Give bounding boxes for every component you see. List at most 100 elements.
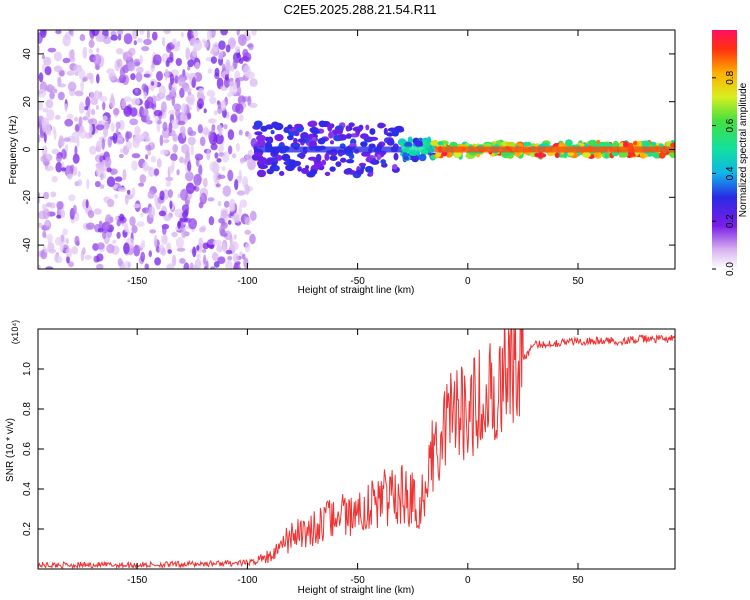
noise-speck xyxy=(57,83,67,88)
noise-speck xyxy=(102,36,112,44)
noise-speck xyxy=(99,96,108,102)
noise-speck xyxy=(225,260,233,269)
y-tick-label: 40 xyxy=(22,48,33,60)
noise-speck xyxy=(48,248,57,254)
noise-speck xyxy=(103,172,107,179)
noise-speck xyxy=(239,199,248,208)
noise-speck xyxy=(216,245,223,253)
noise-speck xyxy=(209,96,217,104)
noise-speck xyxy=(233,234,237,240)
noise-speck xyxy=(96,263,104,269)
noise-speck xyxy=(247,95,252,107)
noise-speck xyxy=(236,175,242,184)
band-cell xyxy=(324,152,330,161)
noise-speck xyxy=(42,107,49,113)
noise-speck xyxy=(88,39,95,48)
noise-speck xyxy=(153,109,163,117)
noise-speck xyxy=(117,187,127,193)
noise-speck xyxy=(165,180,172,187)
band-cell xyxy=(365,124,370,131)
noise-speck xyxy=(202,242,209,250)
band-cell xyxy=(355,169,364,175)
colorbar-gradient xyxy=(712,30,737,269)
noise-speck xyxy=(186,93,195,105)
snr-ylabel: SNR (10 * v/v) xyxy=(5,418,16,482)
noise-speck xyxy=(229,198,236,210)
x-tick-label: -50 xyxy=(350,575,365,586)
noise-speck xyxy=(167,249,172,255)
band-cell xyxy=(293,137,298,145)
noise-speck xyxy=(100,173,104,181)
noise-speck xyxy=(47,233,53,245)
noise-speck xyxy=(239,158,245,164)
band-cell xyxy=(369,128,376,135)
noise-speck xyxy=(77,179,83,187)
noise-speck xyxy=(162,121,168,132)
band-cell xyxy=(337,134,348,141)
noise-speck xyxy=(146,263,150,269)
noise-speck xyxy=(210,266,216,269)
noise-speck xyxy=(207,68,213,74)
noise-speck xyxy=(217,101,222,110)
noise-speck xyxy=(248,132,252,140)
noise-speck xyxy=(205,260,209,269)
noise-speck xyxy=(210,143,218,151)
band-cell xyxy=(393,152,399,161)
x-tick-label: 0 xyxy=(465,575,471,586)
noise-speck xyxy=(219,224,226,237)
noise-speck xyxy=(66,70,75,76)
noise-speck xyxy=(116,219,121,227)
colorbar: 0.0 0.2 0.4 0.6 0.8 Normalized spectral ampl… xyxy=(712,30,749,276)
noise-speck xyxy=(164,68,169,78)
noise-speck xyxy=(170,153,178,162)
noise-speck xyxy=(191,76,197,89)
noise-speck xyxy=(96,257,101,263)
noise-speck xyxy=(91,108,96,116)
noise-speck xyxy=(134,126,141,135)
noise-speck xyxy=(125,131,133,140)
noise-speck xyxy=(114,194,119,199)
spectrogram-panel: -150 -100 -50 0 50 -40 -20 0 20 40 Height of stra… xyxy=(8,29,676,296)
noise-speck xyxy=(234,179,239,191)
band-cell xyxy=(523,141,528,147)
noise-speck xyxy=(95,105,99,110)
noise-speck xyxy=(198,237,204,250)
noise-speck xyxy=(143,91,147,100)
noise-speck xyxy=(42,208,50,220)
x-tick-label: -100 xyxy=(237,276,257,287)
noise-speck xyxy=(232,263,241,269)
noise-speck xyxy=(167,189,173,198)
noise-speck xyxy=(179,258,186,264)
noise-speck xyxy=(176,169,180,176)
noise-speck xyxy=(123,242,130,255)
noise-speck xyxy=(223,77,231,88)
band-cell xyxy=(368,136,379,141)
band-cell xyxy=(315,153,322,162)
x-tick-label: 50 xyxy=(572,276,584,287)
noise-speck xyxy=(74,235,80,246)
noise-speck xyxy=(194,258,202,269)
y-tick-label: 0.4 xyxy=(22,482,33,496)
noise-speck xyxy=(202,95,206,101)
y-tick-label: 1.0 xyxy=(22,362,33,376)
noise-speck xyxy=(71,246,79,255)
band-core xyxy=(254,146,402,153)
noise-speck xyxy=(55,30,62,35)
noise-speck xyxy=(141,83,148,91)
noise-speck xyxy=(199,227,206,233)
noise-speck xyxy=(149,229,157,234)
noise-speck xyxy=(189,262,194,269)
band-cell xyxy=(258,155,264,163)
noise-speck xyxy=(133,244,141,257)
noise-speck xyxy=(86,72,94,80)
noise-speck xyxy=(116,48,124,55)
noise-speck xyxy=(56,201,64,210)
noise-speck xyxy=(114,215,119,221)
noise-speck xyxy=(180,188,189,201)
noise-speck xyxy=(192,246,197,258)
band-cell xyxy=(309,140,317,148)
noise-speck xyxy=(108,72,117,81)
noise-speck xyxy=(104,221,111,230)
noise-speck xyxy=(131,160,138,171)
noise-speck xyxy=(217,256,226,265)
